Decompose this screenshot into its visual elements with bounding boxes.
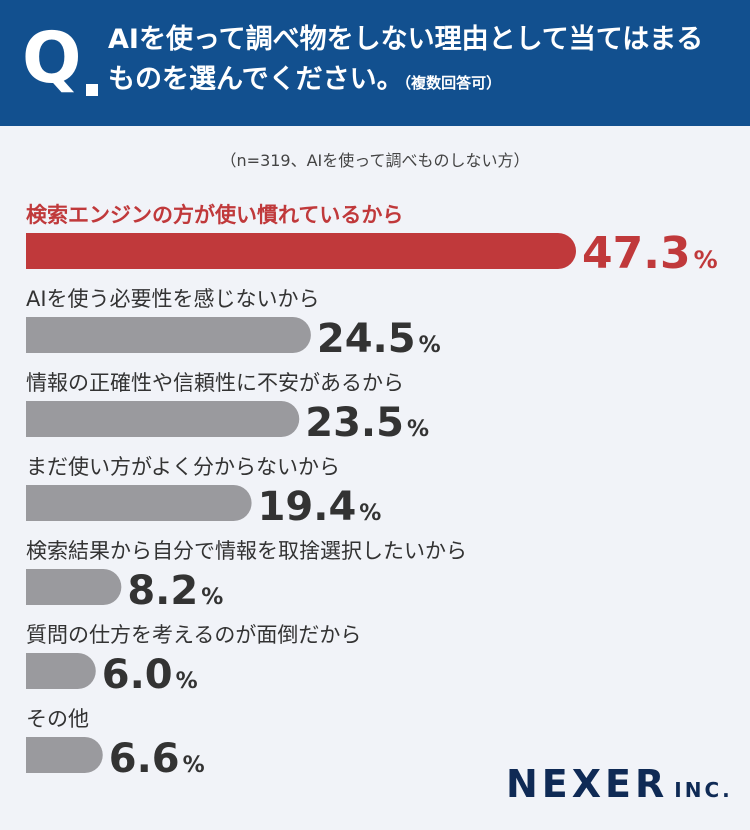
value-label: 6.6% <box>109 736 205 782</box>
category-label: その他 <box>26 707 89 731</box>
question-mark: Q <box>22 17 82 99</box>
category-label: 情報の正確性や信頼性に不安があるから <box>26 371 404 395</box>
value-label: 47.3% <box>582 228 718 279</box>
category-label: 検索エンジンの方が使い慣れているから <box>26 203 403 227</box>
bar <box>26 317 311 353</box>
bar <box>26 485 252 521</box>
value-unit: % <box>183 753 205 778</box>
question-text-line2-main: ものを選んでください。 <box>108 64 404 95</box>
bar-left-cap <box>26 569 62 605</box>
value-unit: % <box>407 417 429 442</box>
question-mark-dot <box>86 84 98 96</box>
value-label: 8.2% <box>127 568 223 614</box>
question-text-line1: AIを使って調べ物をしない理由として当てはまる <box>108 24 704 55</box>
sample-size-note: （n=319、AIを使って調べものしない方） <box>220 151 530 170</box>
question-header: Q AIを使って調べ物をしない理由として当てはまる ものを選んでください。（複数… <box>0 0 750 126</box>
value-label: 24.5% <box>317 316 441 362</box>
category-label: 質問の仕方を考えるのが面倒だから <box>26 623 361 647</box>
bar-left-cap <box>26 317 62 353</box>
value-unit: % <box>359 501 381 526</box>
bar-left-cap <box>26 233 62 269</box>
logo-main-text: NEXER <box>506 762 669 806</box>
bar-left-cap <box>26 401 62 437</box>
value-label: 6.0% <box>102 652 198 698</box>
bar-left-cap <box>26 485 62 521</box>
bar-left-cap <box>26 737 62 773</box>
question-note: （複数回答可） <box>403 74 502 92</box>
category-label: 検索結果から自分で情報を取捨選択したいから <box>26 539 467 563</box>
value-label: 19.4% <box>258 484 382 530</box>
value-label: 23.5% <box>305 400 429 446</box>
nexer-logo: NEXER INC. <box>506 762 733 806</box>
value-unit: % <box>201 585 223 610</box>
category-label: AIを使う必要性を感じないから <box>26 287 320 311</box>
logo-sub-text: INC. <box>674 778 733 802</box>
category-label: まだ使い方がよく分からないから <box>26 455 340 479</box>
value-unit: % <box>694 246 718 274</box>
value-unit: % <box>419 333 441 358</box>
bar-left-cap <box>26 653 61 689</box>
question-text-line2: ものを選んでください。（複数回答可） <box>108 62 738 101</box>
bar <box>26 401 300 437</box>
value-unit: % <box>176 669 198 694</box>
bar <box>26 233 576 269</box>
